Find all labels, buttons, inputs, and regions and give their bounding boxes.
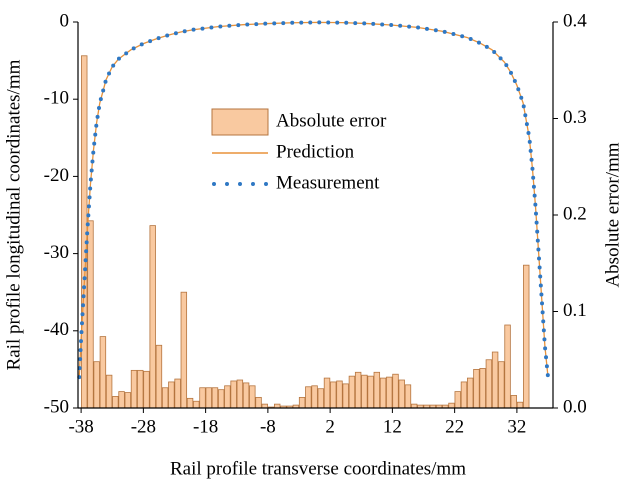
bar <box>124 392 132 409</box>
y2-tick-label: 0.2 <box>563 203 587 224</box>
bar <box>311 385 318 409</box>
bar <box>454 391 461 409</box>
bar <box>448 402 455 409</box>
bar <box>361 374 368 409</box>
bar <box>199 387 206 409</box>
bar <box>342 383 349 409</box>
x-tick-label: 32 <box>507 416 526 437</box>
bar <box>93 361 100 409</box>
legend-swatch <box>211 108 269 136</box>
y-tick-label: -40 <box>44 319 69 340</box>
y-tick-label: -50 <box>44 396 69 417</box>
bar <box>242 382 250 409</box>
bar <box>205 387 212 409</box>
y2-tick-label: 0.0 <box>563 396 587 417</box>
bar <box>460 381 468 409</box>
y-tick-label: -10 <box>44 88 69 109</box>
legend-label: Prediction <box>276 141 355 162</box>
bar <box>398 379 405 409</box>
bar <box>137 369 144 409</box>
bar <box>224 385 231 409</box>
y-tick-label: 0 <box>60 10 70 31</box>
bar <box>498 361 505 409</box>
bar <box>255 396 262 409</box>
bar <box>367 375 374 409</box>
bar <box>323 377 331 409</box>
x-axis-label: Rail profile transverse coordinates/mm <box>170 458 466 479</box>
bar <box>305 386 312 409</box>
x-tick-label: -8 <box>260 416 276 437</box>
bar <box>130 369 138 409</box>
x-tick-label: 2 <box>325 416 335 437</box>
bar <box>379 377 387 409</box>
bar <box>186 397 194 409</box>
bar <box>161 387 169 409</box>
x-tick-label: 12 <box>383 416 402 437</box>
bar <box>467 377 474 409</box>
bar <box>386 376 393 409</box>
measurement-dots <box>77 20 551 380</box>
bar <box>211 387 219 409</box>
bar <box>510 395 517 409</box>
y2-tick-label: 0.1 <box>563 300 587 321</box>
bar <box>523 264 530 409</box>
y2-axis-label: Absolute error/mm <box>602 142 623 287</box>
bar <box>168 381 175 409</box>
y2-tick-label: 0.3 <box>563 107 587 128</box>
bar <box>87 220 94 409</box>
bar <box>491 351 499 409</box>
bar <box>249 385 256 409</box>
legend-label: Measurement <box>276 172 380 193</box>
y-tick-label: -30 <box>44 242 69 263</box>
y2-tick-label: 0.4 <box>563 10 587 31</box>
y-tick-label: -20 <box>44 165 69 186</box>
x-tick-label: -28 <box>131 416 156 437</box>
bar <box>193 400 200 409</box>
x-tick-label: -38 <box>68 416 93 437</box>
bar <box>174 378 181 409</box>
bar <box>392 373 399 409</box>
bar <box>180 291 188 409</box>
bar <box>105 374 113 409</box>
bar <box>230 380 237 409</box>
y-axis-label: Rail profile longitudinal coordinates/mm <box>3 59 24 370</box>
bar <box>516 401 524 409</box>
x-tick-label: 22 <box>445 416 464 437</box>
bar <box>155 344 163 409</box>
bar <box>479 368 486 409</box>
bar <box>473 368 480 409</box>
bar <box>236 379 244 409</box>
x-tick-label: -18 <box>193 416 218 437</box>
bar <box>143 370 150 409</box>
bar <box>118 391 125 409</box>
bar <box>99 336 107 409</box>
bar <box>149 225 156 409</box>
bar <box>330 381 337 409</box>
bar <box>404 384 412 409</box>
bar <box>348 375 356 409</box>
bar <box>354 371 362 409</box>
bar <box>298 396 306 409</box>
legend-label: Absolute error <box>276 110 387 131</box>
bar <box>317 388 324 409</box>
bar <box>217 389 225 409</box>
bar <box>485 359 493 409</box>
bar <box>112 396 119 409</box>
bar <box>504 324 511 409</box>
bar <box>336 380 343 409</box>
bar <box>373 371 381 409</box>
